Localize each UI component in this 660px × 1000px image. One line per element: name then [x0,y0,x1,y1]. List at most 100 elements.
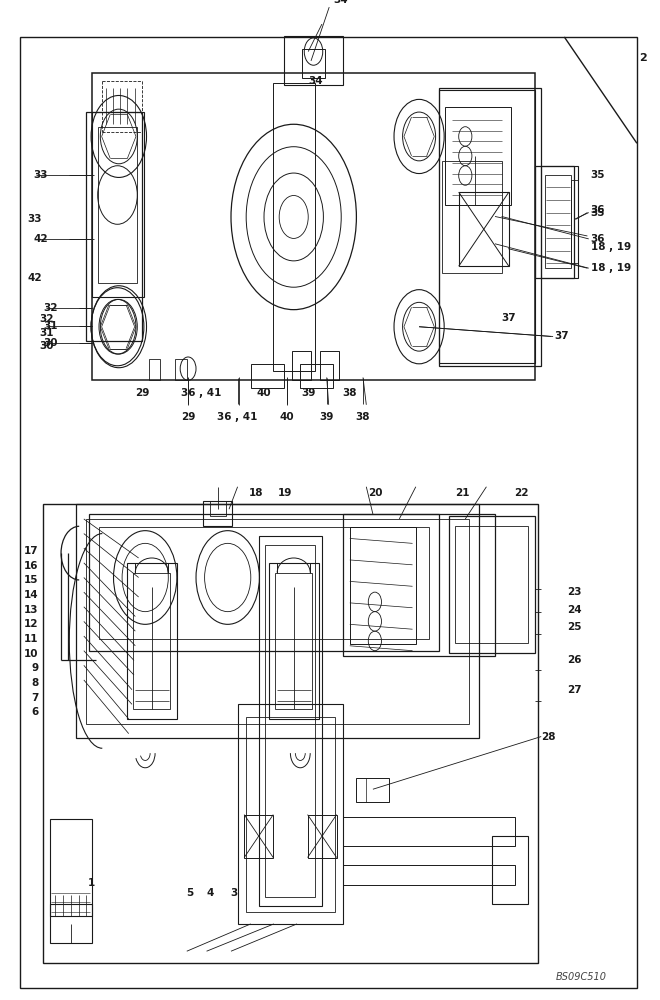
Text: 36: 36 [591,205,605,215]
Text: 6: 6 [31,707,38,717]
Text: 36 , 41: 36 , 41 [181,388,222,398]
Text: 5: 5 [187,888,193,898]
Text: 35: 35 [591,208,605,218]
Bar [320,351,339,380]
Text: 13: 13 [24,605,38,615]
Text: 12: 12 [24,619,38,629]
Bar [244,815,273,858]
Bar [99,527,429,639]
Bar [133,573,170,709]
Text: 14: 14 [24,590,38,600]
Text: 40: 40 [280,412,294,422]
Bar [89,514,439,651]
Bar [535,166,574,278]
Text: 31: 31 [40,328,54,338]
Text: 26: 26 [568,655,582,665]
Text: 34: 34 [308,76,323,86]
Text: 18: 18 [249,488,263,498]
Text: 35: 35 [591,170,605,180]
Bar [343,817,515,846]
Text: 17: 17 [24,546,38,556]
Bar [292,351,311,380]
Text: 37: 37 [502,313,516,323]
Text: 33: 33 [33,170,48,180]
Bar [43,504,538,963]
Text: 24: 24 [568,605,582,615]
Text: 10: 10 [24,649,38,659]
Bar [308,815,337,858]
Text: 30: 30 [40,341,54,351]
Bar [273,83,315,371]
Text: 4: 4 [206,888,214,898]
Bar [356,778,389,802]
Text: 32: 32 [40,314,54,324]
Text: 7: 7 [31,693,38,703]
Bar [92,73,535,380]
Bar [265,545,315,897]
Text: 30: 30 [43,338,57,348]
Bar [300,364,333,388]
Text: 34: 34 [333,0,348,5]
Bar [439,90,535,363]
Bar [50,819,92,916]
Bar [175,359,187,380]
Text: 29: 29 [181,412,195,422]
Text: 21: 21 [455,488,469,498]
Bar [269,563,319,719]
Text: 40: 40 [257,388,271,398]
Text: 37: 37 [554,331,569,341]
Text: 25: 25 [568,622,582,632]
Bar [127,563,177,719]
Bar [449,516,535,653]
Bar [571,180,578,263]
Bar [343,514,495,656]
Text: 22: 22 [514,488,529,498]
Text: 33: 33 [28,214,42,224]
Bar [455,526,528,643]
Bar [343,865,515,885]
Text: BS09C510: BS09C510 [555,972,607,982]
Text: 28: 28 [541,732,556,742]
Bar [210,501,226,516]
Bar [251,364,284,388]
Text: 18 , 19: 18 , 19 [591,263,631,273]
Bar [350,527,416,644]
Text: 42: 42 [33,234,48,244]
Bar [459,192,509,266]
Text: 42: 42 [28,273,42,283]
Bar [446,107,512,205]
Text: 39: 39 [319,412,334,422]
Bar [541,166,578,278]
Bar [302,49,325,78]
Text: 18 , 19: 18 , 19 [591,242,631,252]
Bar [203,501,232,526]
Text: 23: 23 [568,587,582,597]
Text: 11: 11 [24,634,38,644]
Text: 31: 31 [43,321,57,331]
Bar [148,359,160,380]
Text: 39: 39 [302,388,316,398]
Bar [238,704,343,924]
Bar [246,717,335,912]
Bar [439,88,541,366]
Bar [284,36,343,85]
Text: 32: 32 [43,303,57,313]
Bar [86,112,142,341]
Bar [442,161,502,273]
Text: 9: 9 [31,663,38,673]
Text: 19: 19 [278,488,292,498]
Bar [76,504,478,738]
Bar [275,573,312,709]
Text: 20: 20 [368,488,382,498]
Text: 2: 2 [640,53,647,63]
Bar [50,904,92,943]
Text: 27: 27 [568,685,582,695]
Text: 29: 29 [135,388,149,398]
Bar [544,175,571,268]
Text: 36: 36 [591,234,605,244]
Text: 1: 1 [88,878,94,888]
Text: 3: 3 [231,888,238,898]
Text: 38: 38 [343,388,357,398]
Bar [259,536,322,906]
Bar [98,127,137,283]
